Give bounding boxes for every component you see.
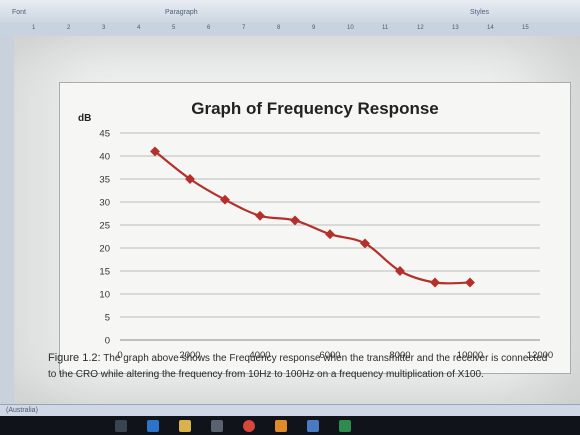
x-tick-label: 12000 <box>527 350 553 361</box>
data-point <box>150 146 160 157</box>
data-point <box>360 238 370 249</box>
data-point <box>465 277 475 288</box>
y-tick-label: 20 <box>99 244 110 255</box>
excel-icon[interactable] <box>339 420 351 432</box>
ribbon-group-paragraph[interactable]: Paragraph <box>165 9 198 16</box>
ruler-tick: 9 <box>312 25 316 31</box>
ruler-tick: 5 <box>172 25 176 31</box>
data-point <box>430 277 440 288</box>
y-tick-label: 45 <box>99 129 110 140</box>
x-tick-label: 2000 <box>179 350 200 361</box>
caption-text: The graph above shows the Frequency resp… <box>48 353 548 380</box>
edge-icon[interactable] <box>147 420 159 432</box>
ruler-tick: 12 <box>417 25 424 31</box>
status-bar: (Australia) <box>0 404 580 417</box>
ruler-tick: 11 <box>382 25 389 31</box>
ruler-tick: 6 <box>207 25 211 31</box>
caption-lead: Figure 1.2: <box>48 352 101 364</box>
y-tick-label: 10 <box>99 290 110 301</box>
x-tick-label: 4000 <box>249 350 270 361</box>
ruler-tick: 3 <box>102 25 106 31</box>
figure-caption: Figure 1.2: The graph above shows the Fr… <box>48 350 558 383</box>
ribbon-group-styles[interactable]: Styles <box>470 9 490 16</box>
horizontal-ruler[interactable]: 1 2 3 4 5 6 7 8 9 10 11 12 13 14 15 <box>0 22 580 37</box>
ruler-tick: 8 <box>277 25 281 31</box>
y-tick-label: 30 <box>99 198 110 209</box>
language-indicator[interactable]: (Australia) <box>6 407 38 414</box>
ruler-tick: 7 <box>242 25 246 31</box>
store-icon[interactable] <box>211 420 223 432</box>
y-tick-label: 5 <box>105 313 110 324</box>
chart-frame[interactable]: Graph of Frequency Response dB 0 5 10 15 20 25 3… <box>59 82 571 374</box>
chart-title: Graph of Frequency Response <box>191 99 439 118</box>
y-axis-label: dB <box>78 113 91 124</box>
ribbon-group-font[interactable]: Font <box>12 9 27 16</box>
word-icon[interactable] <box>307 420 319 432</box>
x-tick-label: 0 <box>117 350 122 361</box>
x-tick-label: 10000 <box>457 350 483 361</box>
series-line <box>154 150 471 285</box>
ruler-tick: 13 <box>452 25 459 31</box>
ruler-tick: 1 <box>32 25 36 31</box>
x-tick-label: 6000 <box>319 350 340 361</box>
y-tick-label: 0 <box>105 336 110 347</box>
data-point <box>220 194 230 205</box>
y-tick-label: 15 <box>99 267 110 278</box>
chrome-icon[interactable] <box>243 420 255 432</box>
document-page: Graph of Frequency Response dB 0 5 10 15 20 25 3… <box>14 36 580 404</box>
ruler-tick: 15 <box>522 25 529 31</box>
task-view-icon[interactable] <box>115 420 127 432</box>
taskbar <box>0 416 580 435</box>
x-tick-label: 8000 <box>389 350 410 361</box>
ruler-tick: 14 <box>487 25 494 31</box>
ruler-tick: 4 <box>137 25 141 31</box>
folder-icon[interactable] <box>179 420 191 432</box>
data-point <box>185 174 195 184</box>
y-tick-label: 25 <box>99 221 110 232</box>
vlc-icon[interactable] <box>275 420 287 432</box>
frequency-response-chart: Graph of Frequency Response dB 0 5 10 15 20 25 3… <box>78 99 553 361</box>
document-area: Graph of Frequency Response dB 0 5 10 15 20 25 3… <box>0 36 580 404</box>
ruler-tick: 10 <box>347 25 354 31</box>
ribbon: Font Paragraph Styles <box>0 0 580 23</box>
y-tick-label: 35 <box>99 175 110 186</box>
data-point <box>325 229 335 240</box>
ruler-tick: 2 <box>67 25 71 31</box>
data-point <box>255 210 265 221</box>
data-point <box>290 215 300 226</box>
y-tick-label: 40 <box>99 152 110 163</box>
